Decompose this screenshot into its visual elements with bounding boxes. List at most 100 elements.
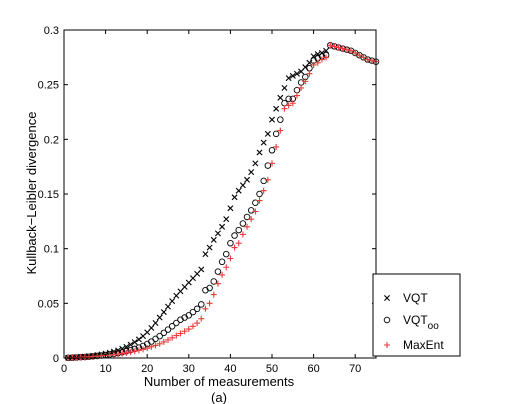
data-point bbox=[194, 320, 201, 327]
data-point bbox=[156, 340, 163, 347]
data-point bbox=[131, 348, 138, 355]
series-0 bbox=[65, 47, 330, 361]
data-point bbox=[140, 346, 147, 353]
data-point bbox=[235, 187, 242, 194]
legend-label: VQT bbox=[403, 291, 428, 305]
data-point bbox=[156, 332, 163, 340]
data-point bbox=[289, 72, 296, 79]
data-point bbox=[285, 102, 292, 109]
data-point bbox=[227, 255, 234, 262]
data-point bbox=[244, 176, 251, 183]
data-point bbox=[252, 199, 259, 206]
data-point bbox=[360, 54, 367, 61]
data-point bbox=[152, 320, 159, 327]
data-point bbox=[173, 332, 180, 339]
data-point bbox=[256, 149, 263, 156]
y-tick-label: 0.1 bbox=[44, 244, 59, 256]
data-point bbox=[177, 330, 184, 337]
x-axis-label: Number of measurements bbox=[144, 374, 295, 389]
data-point bbox=[218, 258, 226, 266]
data-point bbox=[277, 116, 284, 123]
plot-area bbox=[64, 42, 380, 362]
legend-marker bbox=[384, 295, 390, 301]
data-point bbox=[244, 223, 251, 230]
data-point bbox=[210, 291, 217, 298]
data-point bbox=[306, 70, 313, 77]
data-point bbox=[298, 84, 305, 91]
data-point bbox=[227, 205, 234, 212]
data-point bbox=[206, 300, 213, 307]
data-point bbox=[123, 349, 130, 356]
data-point bbox=[343, 46, 350, 53]
data-point bbox=[239, 220, 247, 227]
data-point bbox=[252, 208, 259, 215]
x-tick-label: 70 bbox=[349, 363, 361, 375]
data-point bbox=[302, 78, 309, 85]
data-point bbox=[165, 336, 171, 343]
data-point bbox=[277, 94, 284, 101]
data-point bbox=[293, 70, 300, 77]
data-point bbox=[168, 323, 176, 330]
data-point bbox=[260, 139, 267, 146]
data-point bbox=[131, 339, 138, 346]
legend-label: MaxEnt bbox=[403, 338, 444, 352]
data-point bbox=[169, 334, 176, 341]
data-point bbox=[231, 232, 238, 239]
data-point bbox=[306, 65, 313, 72]
data-point bbox=[198, 266, 205, 273]
data-point bbox=[148, 324, 155, 331]
data-point bbox=[148, 343, 155, 350]
data-point bbox=[189, 308, 197, 316]
data-point bbox=[223, 216, 230, 223]
data-point bbox=[331, 43, 338, 50]
data-point bbox=[256, 190, 263, 198]
data-point bbox=[206, 284, 213, 292]
data-point bbox=[368, 57, 375, 64]
x-tick-label: 30 bbox=[183, 363, 195, 375]
data-point bbox=[214, 268, 222, 275]
data-point bbox=[243, 213, 251, 221]
data-point bbox=[185, 326, 192, 333]
series-1 bbox=[64, 42, 380, 362]
data-point bbox=[264, 176, 271, 183]
data-point bbox=[247, 207, 255, 214]
data-point bbox=[318, 56, 325, 63]
data-point bbox=[164, 326, 172, 333]
data-point bbox=[222, 250, 230, 258]
x-tick-label: 50 bbox=[266, 363, 278, 375]
data-point bbox=[248, 216, 255, 223]
data-point bbox=[256, 197, 263, 204]
series-2 bbox=[65, 42, 379, 361]
data-point bbox=[339, 45, 346, 52]
data-point bbox=[335, 44, 342, 51]
data-point bbox=[281, 84, 288, 91]
data-point bbox=[210, 278, 218, 285]
data-point bbox=[264, 130, 271, 137]
data-point bbox=[206, 244, 213, 251]
data-point bbox=[127, 349, 134, 356]
data-point bbox=[156, 314, 163, 321]
data-point bbox=[144, 345, 151, 352]
data-point bbox=[202, 305, 209, 312]
data-point bbox=[185, 312, 193, 319]
data-point bbox=[268, 147, 276, 154]
data-point bbox=[260, 177, 267, 185]
data-point bbox=[314, 59, 321, 66]
data-point bbox=[269, 160, 275, 167]
y-tick-label: 0.3 bbox=[44, 25, 59, 37]
data-point bbox=[135, 347, 142, 354]
data-point bbox=[165, 303, 171, 310]
data-point bbox=[252, 160, 259, 167]
y-axis-label: Kullback−Leibler divergence bbox=[24, 112, 39, 275]
data-point bbox=[273, 105, 280, 112]
data-point bbox=[223, 264, 230, 271]
data-point bbox=[269, 116, 275, 123]
data-point bbox=[214, 230, 221, 237]
data-point bbox=[181, 328, 188, 335]
y-tick-label: 0 bbox=[53, 353, 59, 365]
data-point bbox=[231, 194, 238, 201]
data-point bbox=[364, 56, 371, 63]
data-point bbox=[248, 169, 255, 176]
data-point bbox=[285, 95, 292, 103]
